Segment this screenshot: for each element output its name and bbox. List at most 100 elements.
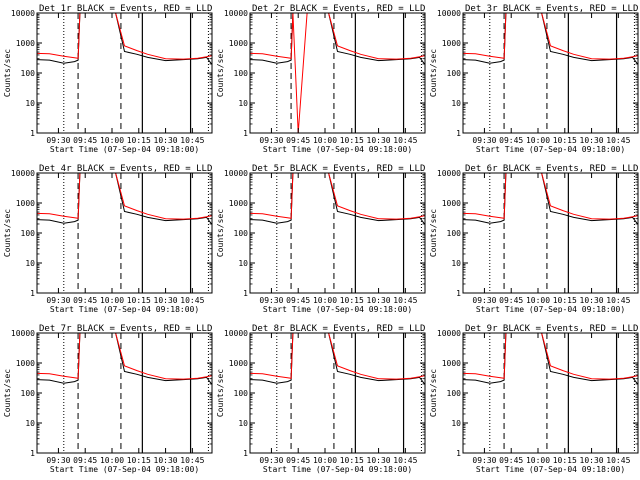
y-tick-label: 1 xyxy=(243,129,248,138)
x-tick-label: 09:30 xyxy=(259,296,283,305)
panel-6: 1 10 100 1000 10000 09:30 09:45 10:00 10:15 10:30… xyxy=(429,164,639,314)
x-axis-label: Start Time (07-Sep-04 09:18:00) xyxy=(476,465,625,474)
plot-frame xyxy=(249,332,426,454)
panel-title: Det 4r BLACK = Events, RED = LLD xyxy=(39,164,212,174)
x-tick-label: 09:45 xyxy=(499,136,523,145)
plot-frame xyxy=(462,12,639,134)
x-tick-label: 10:00 xyxy=(526,136,550,145)
x-axis-label: Start Time (07-Sep-04 09:18:00) xyxy=(263,465,412,474)
x-tick-label: 10:15 xyxy=(340,456,364,465)
x-tick-label: 09:45 xyxy=(286,136,310,145)
x-tick-label: 10:15 xyxy=(553,136,577,145)
events-series xyxy=(463,13,638,65)
x-tick-label: 09:45 xyxy=(499,456,523,465)
y-tick-label: 100 xyxy=(447,229,462,238)
x-tick-label: 10:30 xyxy=(580,136,604,145)
y-tick-label: 10 xyxy=(25,419,35,428)
y-axis-label: Counts/sec xyxy=(3,369,12,417)
x-tick-label: 09:45 xyxy=(286,296,310,305)
y-axis-label: Counts/sec xyxy=(429,369,438,417)
panel-8: 1 10 100 1000 10000 09:30 09:45 10:00 10:15 10:30… xyxy=(216,324,426,474)
panel-title: Det 7r BLACK = Events, RED = LLD xyxy=(39,324,212,334)
x-tick-label: 09:30 xyxy=(472,296,496,305)
y-tick-label: 10000 xyxy=(437,169,461,178)
x-axis-label: Start Time (07-Sep-04 09:18:00) xyxy=(263,145,412,154)
x-tick-label: 10:45 xyxy=(393,456,417,465)
x-tick-label: 10:00 xyxy=(100,296,124,305)
x-axis-label: Start Time (07-Sep-04 09:18:00) xyxy=(476,145,625,154)
x-tick-label: 10:00 xyxy=(313,296,337,305)
y-tick-label: 1000 xyxy=(442,359,461,368)
panel-title: Det 8r BLACK = Events, RED = LLD xyxy=(252,324,425,334)
x-tick-label: 10:45 xyxy=(393,136,417,145)
x-tick-label: 10:15 xyxy=(127,136,151,145)
lld-series xyxy=(250,173,425,220)
y-tick-label: 10000 xyxy=(224,329,248,338)
y-tick-label: 10000 xyxy=(224,169,248,178)
x-tick-label: 09:30 xyxy=(259,456,283,465)
plot-frame xyxy=(462,332,639,454)
y-tick-label: 100 xyxy=(21,69,36,78)
y-tick-label: 1 xyxy=(243,289,248,298)
panel-9: 1 10 100 1000 10000 09:30 09:45 10:00 10:15 10:30… xyxy=(429,324,639,474)
y-tick-label: 100 xyxy=(234,229,249,238)
plot-frame xyxy=(249,172,426,294)
x-tick-label: 10:45 xyxy=(180,456,204,465)
y-axis-label: Counts/sec xyxy=(429,209,438,257)
y-tick-label: 10000 xyxy=(437,329,461,338)
x-tick-label: 09:45 xyxy=(499,296,523,305)
x-tick-label: 10:30 xyxy=(367,136,391,145)
x-tick-label: 10:00 xyxy=(100,456,124,465)
x-tick-label: 10:00 xyxy=(313,136,337,145)
y-tick-label: 100 xyxy=(21,229,36,238)
events-series xyxy=(37,173,212,225)
events-series xyxy=(463,333,638,385)
x-axis-label: Start Time (07-Sep-04 09:18:00) xyxy=(263,305,412,314)
x-tick-label: 10:45 xyxy=(393,296,417,305)
y-tick-label: 10000 xyxy=(224,9,248,18)
x-tick-label: 10:15 xyxy=(340,296,364,305)
lld-series xyxy=(37,13,212,60)
x-tick-label: 10:45 xyxy=(180,136,204,145)
x-tick-label: 10:15 xyxy=(127,296,151,305)
panel-title: Det 2r BLACK = Events, RED = LLD xyxy=(252,4,425,14)
panel-2: 1 10 100 1000 10000 09:30 09:45 10:00 10:15 10:30… xyxy=(216,4,426,154)
y-tick-label: 1000 xyxy=(16,359,35,368)
x-tick-label: 10:45 xyxy=(606,296,630,305)
x-axis-label: Start Time (07-Sep-04 09:18:00) xyxy=(50,145,199,154)
events-series xyxy=(250,333,425,385)
x-tick-label: 09:30 xyxy=(259,136,283,145)
y-tick-label: 1 xyxy=(456,129,461,138)
x-axis-label: Start Time (07-Sep-04 09:18:00) xyxy=(50,465,199,474)
y-tick-label: 10000 xyxy=(11,169,35,178)
y-tick-label: 1 xyxy=(456,449,461,458)
panel-title: Det 5r BLACK = Events, RED = LLD xyxy=(252,164,425,174)
y-tick-label: 1 xyxy=(30,129,35,138)
x-tick-label: 09:45 xyxy=(286,456,310,465)
x-tick-label: 09:30 xyxy=(472,456,496,465)
lld-series xyxy=(463,13,638,60)
y-tick-label: 100 xyxy=(447,389,462,398)
x-tick-label: 09:45 xyxy=(73,136,97,145)
x-tick-label: 10:45 xyxy=(606,136,630,145)
y-tick-label: 10 xyxy=(25,259,35,268)
y-tick-label: 10000 xyxy=(11,329,35,338)
events-series xyxy=(250,173,425,225)
x-tick-label: 09:30 xyxy=(46,296,70,305)
y-tick-label: 1000 xyxy=(229,359,248,368)
y-axis-label: Counts/sec xyxy=(3,49,12,97)
y-tick-label: 100 xyxy=(21,389,36,398)
panel-title: Det 1r BLACK = Events, RED = LLD xyxy=(39,4,212,14)
y-tick-label: 1000 xyxy=(16,199,35,208)
plot-frame xyxy=(36,12,213,134)
lld-series xyxy=(463,333,638,380)
x-tick-label: 09:30 xyxy=(472,136,496,145)
y-tick-label: 1000 xyxy=(229,199,248,208)
panel-3: 1 10 100 1000 10000 09:30 09:45 10:00 10:15 10:30… xyxy=(429,4,639,154)
y-tick-label: 10 xyxy=(238,419,248,428)
panel-title: Det 9r BLACK = Events, RED = LLD xyxy=(465,324,638,334)
lld-series xyxy=(250,333,425,380)
x-tick-label: 10:00 xyxy=(313,456,337,465)
y-axis-label: Counts/sec xyxy=(216,369,225,417)
